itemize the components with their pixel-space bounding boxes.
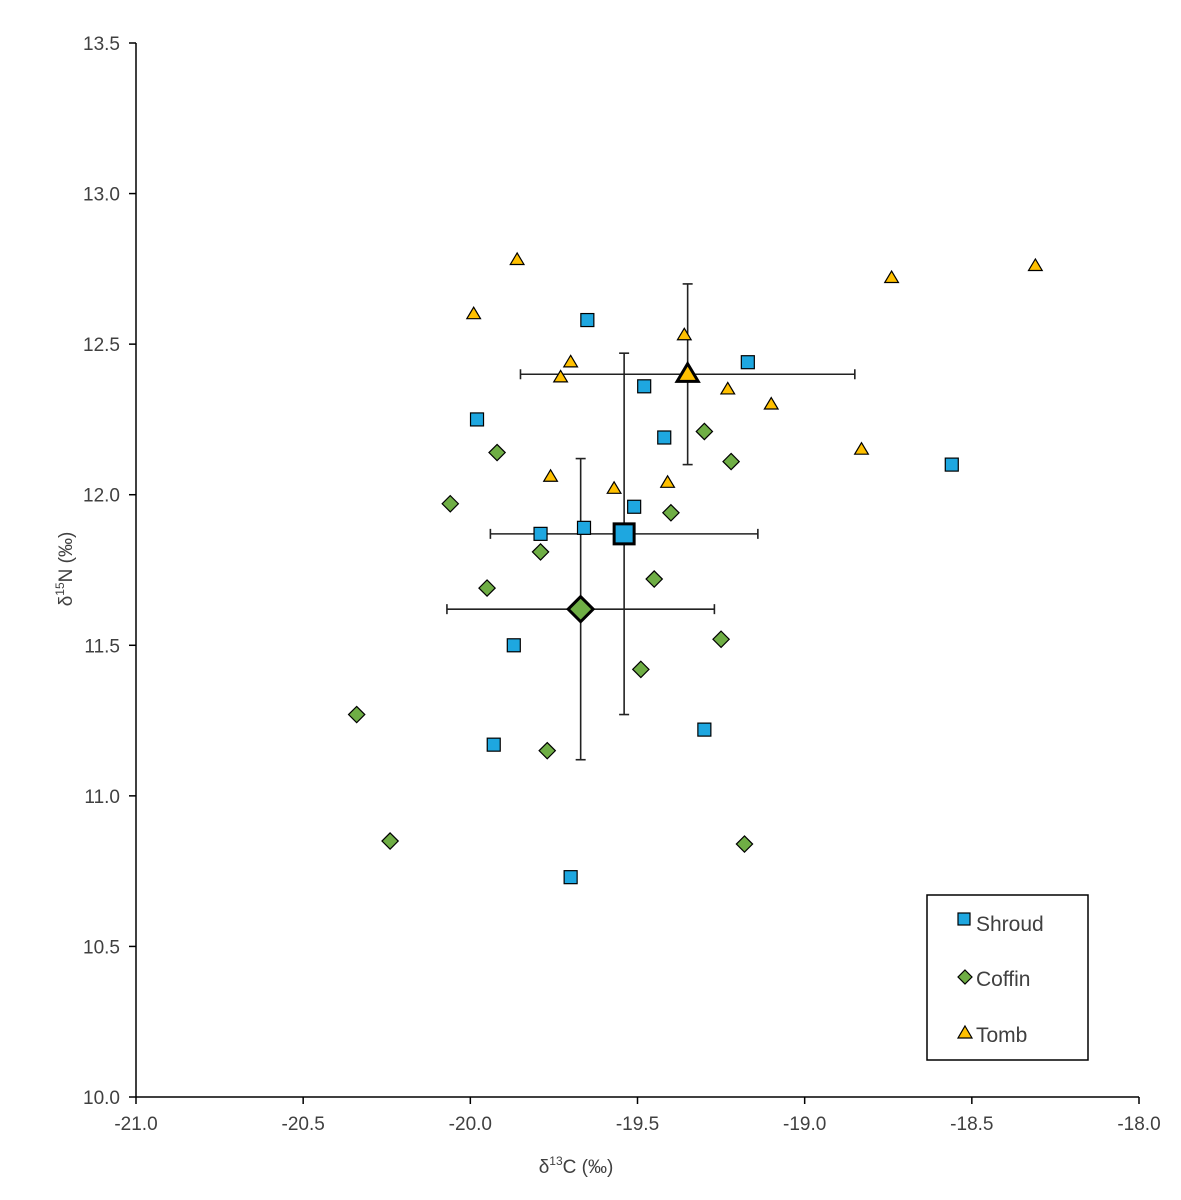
y-tick-label: 12.0 — [83, 486, 120, 507]
shroud-point — [944, 457, 959, 472]
shroud-point — [469, 412, 485, 427]
x-tick-label: -21.0 — [114, 1114, 157, 1135]
tomb-point — [883, 269, 900, 284]
y-tick-label: 11.0 — [84, 787, 120, 808]
coffin-point — [631, 660, 650, 679]
coffin-mean-marker — [566, 594, 596, 624]
axis-ticks: -21.0 -20.5 -20.0 -19.5 -19.0 -18.5 -18.0 10.0 1… — [83, 34, 1161, 1135]
tomb-point — [719, 381, 736, 395]
shroud-point — [506, 638, 521, 653]
legend: Shroud Coffin Tomb — [926, 894, 1089, 1061]
tomb-point — [659, 474, 676, 488]
shroud-point — [563, 870, 578, 885]
shroud-point — [486, 737, 501, 752]
data-points — [347, 251, 1044, 885]
coffin-point — [645, 570, 664, 589]
x-tick-label: -20.0 — [449, 1114, 492, 1135]
coffin-point — [347, 705, 366, 724]
tomb-point — [853, 441, 870, 455]
shroud-point — [627, 499, 642, 514]
y-tick-label: 10.0 — [83, 1088, 120, 1109]
shroud-point — [697, 722, 712, 737]
tomb-point — [1027, 257, 1044, 272]
shroud-point — [576, 520, 592, 535]
shroud-point — [533, 526, 548, 541]
legend-label-tomb: Tomb — [976, 1024, 1027, 1047]
shroud-point — [740, 355, 755, 370]
coffin-point — [538, 741, 557, 760]
coffin-point — [478, 579, 497, 598]
coffin-point — [722, 452, 741, 471]
error-bars — [446, 283, 856, 761]
shroud-mean-marker — [612, 522, 636, 546]
mean-markers — [566, 360, 701, 624]
x-tick-label: -19.0 — [783, 1114, 826, 1135]
coffin-point — [695, 422, 714, 441]
coffin-point — [381, 832, 400, 851]
tomb-point — [562, 354, 579, 368]
y-axis-title: δ15N (‰) — [53, 532, 77, 607]
shroud-point — [637, 379, 652, 394]
tomb-point — [606, 480, 623, 494]
tomb-mean-marker — [674, 360, 701, 383]
tomb-point — [763, 396, 780, 410]
coffin-point — [441, 494, 460, 513]
legend-box — [926, 894, 1089, 1061]
y-tick-label: 13.5 — [83, 34, 120, 55]
x-tick-label: -19.5 — [616, 1114, 659, 1135]
shroud-point — [657, 430, 672, 445]
tomb-point — [676, 327, 693, 341]
coffin-point — [488, 443, 507, 462]
x-tick-label: -18.5 — [950, 1114, 993, 1135]
coffin-point — [531, 542, 550, 561]
coffin-point — [712, 630, 731, 649]
x-tick-label: -18.0 — [1117, 1114, 1160, 1135]
y-tick-label: 11.5 — [84, 636, 120, 657]
y-tick-label: 13.0 — [83, 185, 120, 206]
tomb-point — [465, 306, 482, 320]
y-tick-label: 12.5 — [83, 335, 120, 356]
legend-label-coffin: Coffin — [976, 968, 1030, 991]
shroud-point — [580, 312, 595, 328]
x-axis-title: δ13C (‰) — [539, 1154, 614, 1178]
y-tick-label: 10.5 — [83, 937, 120, 958]
tomb-point — [542, 468, 559, 482]
x-tick-label: -20.5 — [282, 1114, 325, 1135]
legend-marker-tomb — [956, 1024, 974, 1039]
legend-marker-coffin — [957, 969, 973, 985]
tomb-point — [552, 369, 569, 383]
legend-marker-shroud — [957, 912, 971, 926]
coffin-point — [735, 835, 754, 854]
coffin-point — [661, 503, 680, 522]
tomb-point — [509, 251, 526, 266]
legend-label-shroud: Shroud — [976, 913, 1044, 936]
